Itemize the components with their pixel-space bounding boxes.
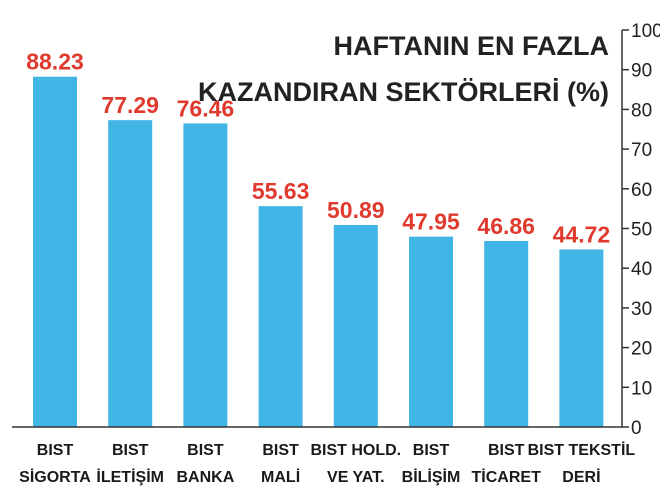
bar-7: [559, 249, 604, 427]
y-axis: 0 10 20 30 40 50 60 70 80 90 100: [12, 21, 660, 439]
y-tick-label-9: 90: [631, 61, 652, 82]
category-label-1-line-1: BIST: [112, 442, 149, 459]
category-label-2-line-2: BANKA: [177, 469, 235, 486]
category-label-6-line-1: BIST: [488, 442, 525, 459]
category-label-7-line-2: DERİ: [562, 468, 600, 486]
category-label-5-line-2: BİLİŞİM: [402, 468, 461, 486]
y-tick-label-2: 20: [631, 339, 652, 360]
y-tick-label-0: 0: [631, 418, 642, 439]
value-label-5: 47.95: [402, 209, 460, 235]
category-label-4-line-2: VE YAT.: [327, 469, 385, 486]
bar-3: [258, 206, 303, 427]
category-label-4-line-1: BIST HOLD.: [310, 442, 401, 459]
category-label-0-line-1: BIST: [37, 442, 74, 459]
chart-title: HAFTANIN EN FAZLA KAZANDIRAN SEKTÖRLERİ …: [198, 31, 609, 107]
value-label-2: 76.46: [177, 95, 235, 121]
bar-4: [333, 224, 378, 427]
bars-layer: [33, 76, 604, 428]
value-label-0: 88.23: [26, 49, 84, 75]
category-label-6-line-2: TİCARET: [472, 468, 542, 486]
value-label-6: 46.86: [477, 213, 535, 239]
chart-title-line-2: KAZANDIRAN SEKTÖRLERİ (%): [198, 77, 609, 107]
y-tick-label-8: 80: [631, 100, 652, 121]
chart-title-line-1: HAFTANIN EN FAZLA: [334, 31, 609, 61]
value-label-7: 44.72: [553, 221, 611, 247]
y-tick-label-6: 60: [631, 180, 652, 201]
y-tick-label-10: 100: [631, 21, 660, 42]
category-label-5-line-1: BIST: [413, 442, 450, 459]
category-label-7-line-1: BIST TEKSTİL: [528, 441, 636, 459]
category-label-2-line-1: BIST: [187, 442, 224, 459]
bar-0: [33, 76, 77, 427]
bar-1: [108, 120, 153, 428]
value-label-3: 55.63: [252, 178, 310, 204]
value-label-1: 77.29: [101, 92, 159, 118]
category-label-0-line-2: SİGORTA: [19, 468, 91, 486]
y-tick-label-4: 40: [631, 259, 652, 280]
value-label-4: 50.89: [327, 197, 385, 223]
y-tick-label-1: 10: [631, 378, 652, 399]
category-label-3-line-2: MALİ: [261, 468, 300, 486]
x-axis-categories: BIST SİGORTA BIST İLETİŞİM BIST BANKA BIST MALİ…: [19, 441, 635, 486]
category-label-1-line-2: İLETİŞİM: [96, 468, 164, 486]
category-label-3-line-1: BIST: [262, 442, 299, 459]
bar-6: [484, 240, 529, 427]
y-tick-label-5: 50: [631, 220, 652, 241]
value-labels-layer: 88.23 77.29 76.46 55.63 50.89 47.95 46.86 44.72: [26, 49, 610, 248]
bar-2: [183, 123, 228, 427]
y-tick-label-3: 30: [631, 299, 652, 320]
y-tick-label-7: 70: [631, 140, 652, 161]
bar-5: [409, 236, 453, 427]
